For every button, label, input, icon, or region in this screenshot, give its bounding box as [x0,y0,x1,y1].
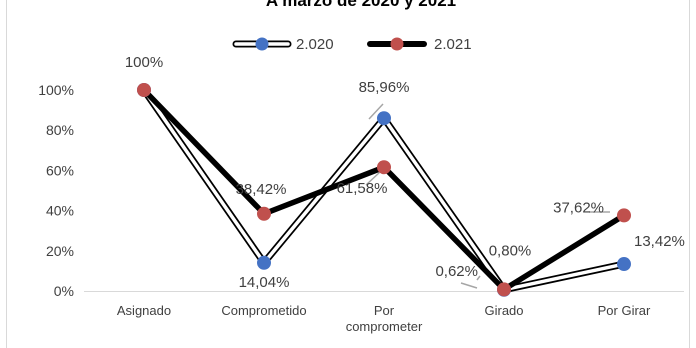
data-label-2021: 38,42% [236,181,287,198]
chart-border [6,0,690,348]
x-category-label: Comprometido [221,303,306,318]
leader-line [368,103,384,120]
data-label-2020: 13,42% [634,233,685,250]
data-labels: 100% 14,04% 85,96% 0,62% 13,42% 38,42% 61,58% 0… [125,54,685,291]
markers [137,83,631,297]
x-category-label: Por Girar [598,303,651,318]
y-tick-label: 20% [46,243,74,259]
legend-item-2021: 2.021 [367,36,472,53]
y-tick-label: 60% [46,162,74,178]
data-label-2020: 0,62% [435,263,478,280]
marker-2021-point [257,206,271,221]
data-label-2021: 61,58% [337,180,388,197]
marker-2021-point [497,282,511,297]
x-category-label: Por comprometer [346,303,423,334]
y-tick-label: 40% [46,203,74,219]
data-label-2020: 85,96% [359,79,410,96]
marker-2021-point [617,208,631,223]
legend-marker-2020 [255,37,269,51]
marker-2021-point [137,83,151,97]
marker-2021-point [377,160,391,175]
leader-line [365,171,381,186]
legend: 2.020 2.021 [232,36,472,53]
x-category-label: Asignado [117,303,171,318]
label-leader-lines [365,103,610,289]
chart-title: A marzo de 2020 y 2021 [266,0,456,10]
x-category-label: Girado [484,303,523,318]
marker-2020-point [377,111,391,126]
data-label-2021: 37,62% [553,199,604,216]
leader-line [476,275,481,281]
legend-marker-2021 [390,37,404,51]
data-label-2021: 0,80% [489,242,532,259]
legend-item-2020: 2.020 [232,36,334,53]
marker-2020-point [257,255,271,270]
data-label-2020: 100% [125,54,163,71]
leader-line [460,282,478,289]
marker-2020-point [617,257,631,272]
y-tick-label: 80% [46,122,74,138]
axes: 0% 20% 40% 60% 80% 100% Asignado Comprometido Po… [38,82,684,334]
y-tick-label: 0% [54,283,74,299]
data-label-2020: 14,04% [239,274,290,291]
y-tick-label: 100% [38,82,74,98]
legend-label-2021: 2.021 [434,36,472,53]
legend-label-2020: 2.020 [296,36,334,53]
